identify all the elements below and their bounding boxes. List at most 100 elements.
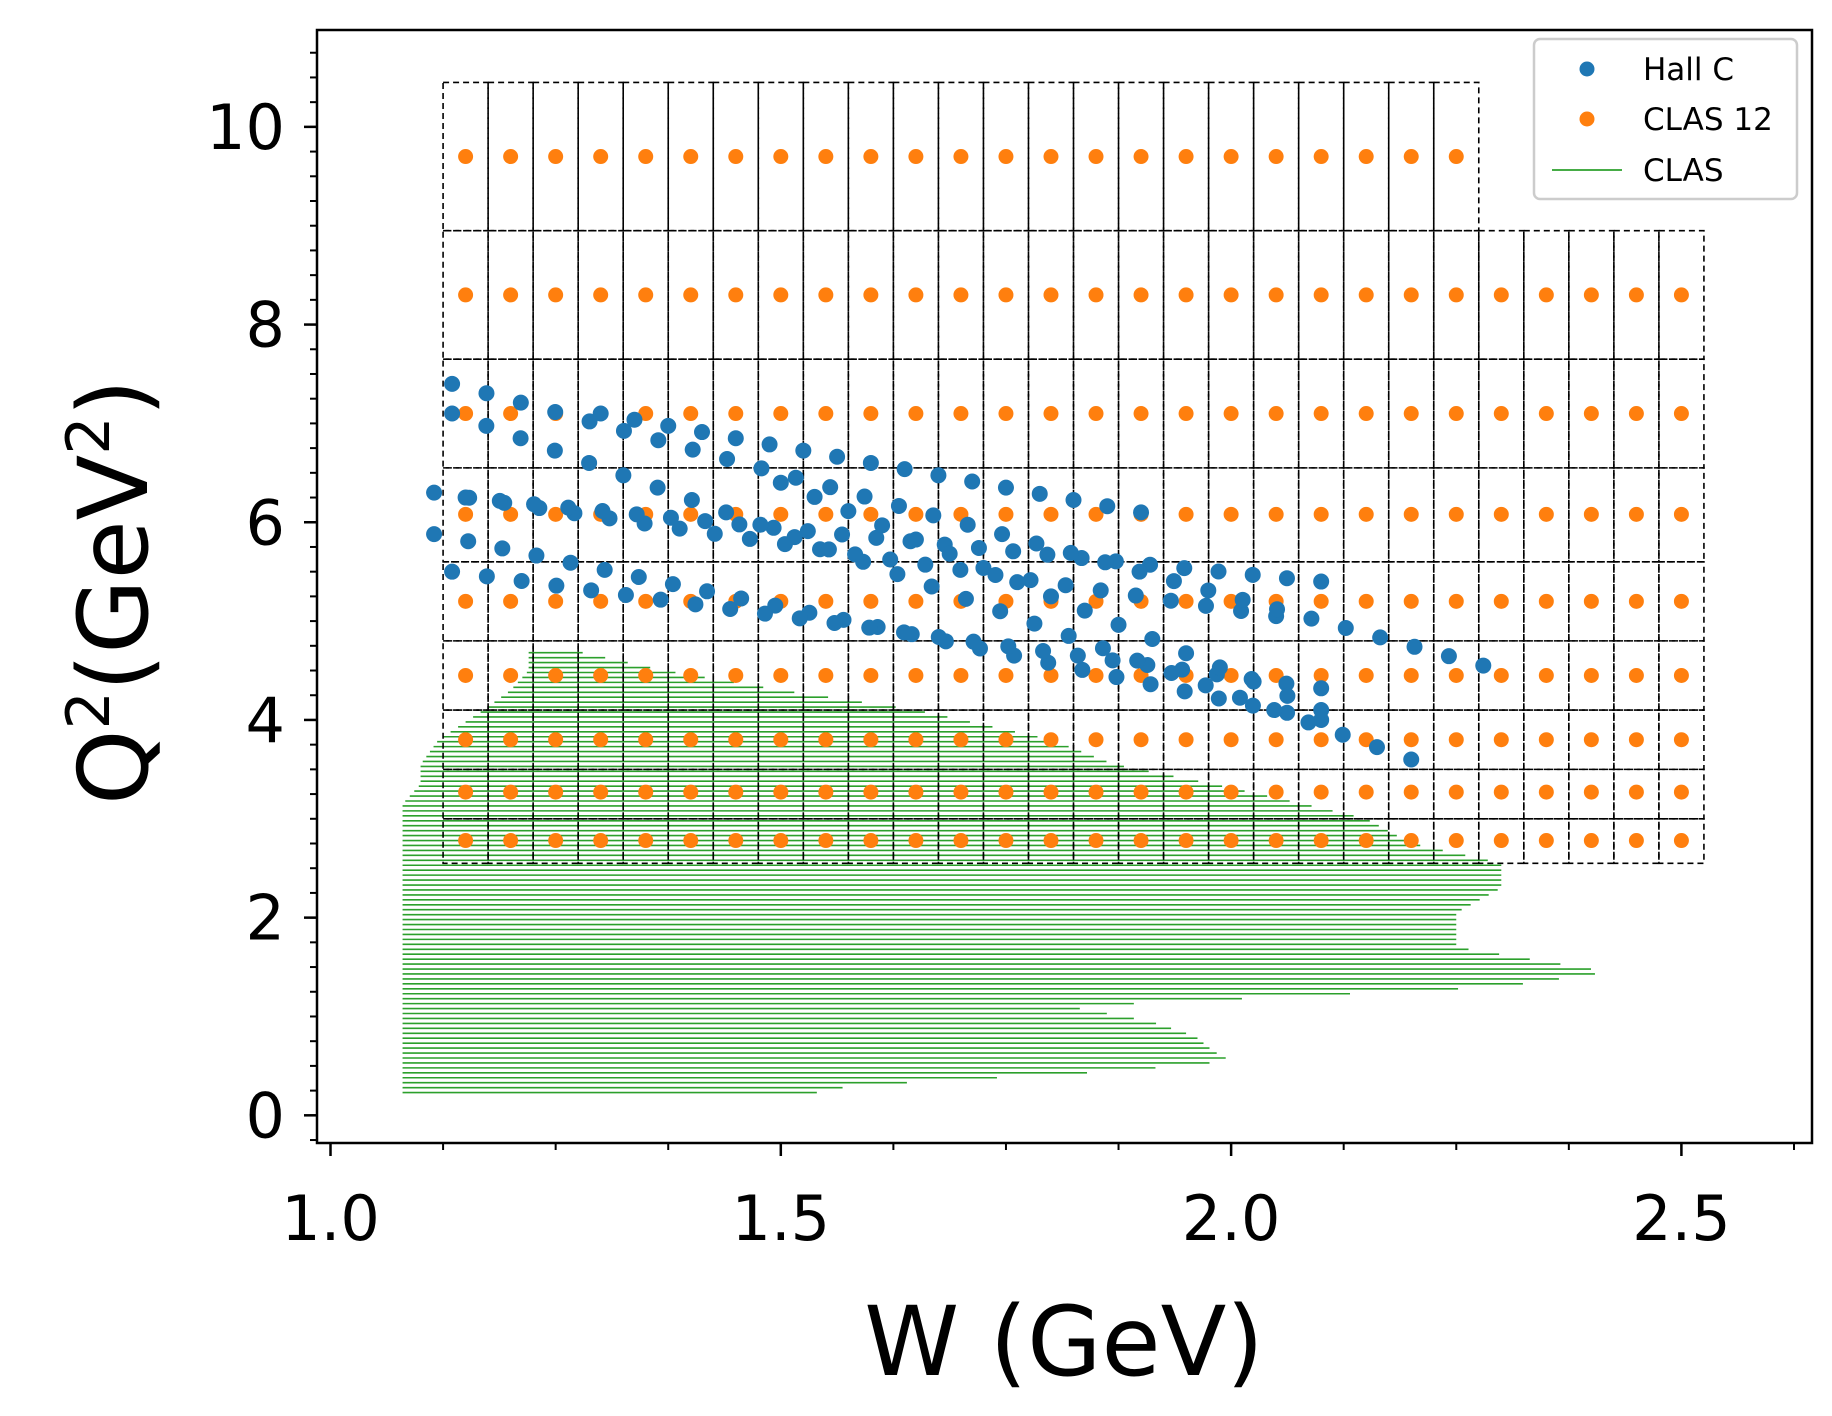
- hallc-point: [822, 479, 839, 496]
- clas12-point: [548, 784, 564, 800]
- hallc-point: [896, 461, 913, 478]
- hallc-point: [925, 507, 942, 524]
- clas12-point: [1403, 506, 1419, 522]
- clas12-point: [1178, 406, 1194, 422]
- clas12-bin: [982, 358, 1030, 469]
- hallc-point: [694, 424, 711, 441]
- clas12-bin: [1027, 81, 1075, 232]
- clas12-bin: [937, 709, 985, 771]
- clas12-point: [1178, 784, 1194, 800]
- hallc-point: [957, 590, 974, 607]
- hallc-point: [826, 614, 843, 631]
- clas12-bin: [1387, 81, 1435, 232]
- hallc-point: [1334, 726, 1351, 743]
- hallc-point: [650, 432, 667, 449]
- hallc-point: [460, 533, 477, 550]
- clas12-point: [1043, 287, 1059, 303]
- clas12-bin: [1162, 358, 1210, 469]
- clas12-bin: [712, 709, 760, 771]
- clas12-point: [1448, 833, 1464, 849]
- clas12-point: [1403, 406, 1419, 422]
- clas12-point: [1088, 833, 1104, 849]
- clas12-bin: [937, 640, 985, 711]
- hallc-point: [687, 596, 704, 613]
- clas12-point: [1403, 287, 1419, 303]
- clas12-point: [1088, 149, 1104, 165]
- clas12-bin: [982, 817, 1030, 865]
- clas12-bin: [622, 640, 670, 711]
- clas12-series: [458, 149, 1689, 849]
- clas12-bin: [442, 768, 489, 820]
- hallc-point: [862, 454, 879, 471]
- legend-marker-hall-c: [1579, 61, 1595, 77]
- clas12-point: [863, 406, 879, 422]
- clas12-point: [503, 732, 519, 748]
- clas12-bin: [802, 358, 850, 469]
- clas12-bin: [667, 358, 715, 469]
- clas12-point: [818, 833, 834, 849]
- hallc-point: [444, 563, 461, 580]
- x-tick-label: 2.5: [1632, 1182, 1731, 1255]
- clas12-bin: [1207, 640, 1255, 711]
- clas12-point: [458, 833, 474, 849]
- clas12-point: [1223, 287, 1239, 303]
- hallc-point: [426, 526, 443, 543]
- clas12-point: [1268, 149, 1284, 165]
- clas12-point: [1583, 667, 1599, 683]
- hallc-point: [930, 467, 947, 484]
- clas12-bin: [1027, 817, 1075, 865]
- clas12-bin: [1342, 81, 1390, 232]
- hallc-point: [1176, 560, 1193, 577]
- clas12-bin: [1342, 768, 1390, 820]
- hallc-point: [917, 556, 934, 573]
- clas12-point: [1538, 287, 1554, 303]
- hallc-point: [727, 430, 744, 447]
- clas12-point: [773, 667, 789, 683]
- hallc-point: [512, 394, 529, 411]
- clas12-point: [863, 833, 879, 849]
- clas12-bin: [802, 768, 850, 820]
- clas12-point: [818, 593, 834, 609]
- clas12-point: [683, 732, 699, 748]
- clas12-bin: [1162, 768, 1210, 820]
- hallc-point: [795, 442, 812, 459]
- clas12-point: [1448, 506, 1464, 522]
- clas12-bin: [892, 768, 940, 820]
- clas12-bin: [1477, 358, 1525, 469]
- hallc-point: [528, 547, 545, 564]
- hallc-point: [1074, 661, 1091, 678]
- clas12-bin: [577, 768, 625, 820]
- clas12-bin: [1387, 709, 1435, 771]
- hallc-point: [992, 603, 1009, 620]
- hallc-point: [753, 460, 770, 477]
- y-axis-title-unit: (GeV: [58, 455, 170, 692]
- clas12-bin: [1117, 768, 1165, 820]
- clas12-point: [1448, 287, 1464, 303]
- clas12-point: [863, 667, 879, 683]
- clas12-point: [1628, 784, 1644, 800]
- hallc-point: [548, 577, 565, 594]
- clas12-bin: [1658, 229, 1705, 360]
- hallc-point: [697, 513, 714, 530]
- clas12-point: [728, 287, 744, 303]
- hallc-point: [664, 576, 681, 593]
- clas12-point: [503, 506, 519, 522]
- clas12-bin: [442, 817, 489, 865]
- clas12-bin: [1432, 709, 1480, 771]
- legend-label-hall-c: Hall C: [1643, 52, 1734, 88]
- clas12-bin: [1117, 817, 1165, 865]
- clas12-bin: [1613, 640, 1660, 711]
- hallc-point: [478, 568, 495, 585]
- clas12-bin: [1432, 81, 1480, 232]
- clas12-point: [1448, 732, 1464, 748]
- hallc-point: [1104, 652, 1121, 669]
- clas12-point: [1493, 287, 1509, 303]
- clas12-bin: [1477, 709, 1525, 771]
- clas12-bin: [712, 358, 760, 469]
- hallc-point: [1269, 601, 1286, 618]
- y-tick-label: 0: [246, 1079, 285, 1152]
- clas12-point: [1088, 406, 1104, 422]
- clas12-bin: [487, 768, 534, 820]
- clas12-point: [863, 784, 879, 800]
